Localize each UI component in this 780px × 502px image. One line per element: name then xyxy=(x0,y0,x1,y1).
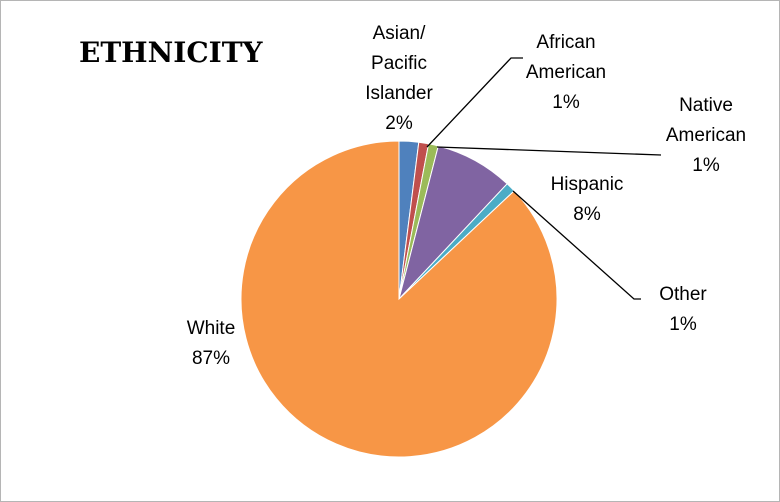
label-line: White xyxy=(187,318,236,339)
label-line: American xyxy=(526,62,606,83)
pie-slices xyxy=(240,140,558,458)
label-native-american: Native American 1% xyxy=(666,95,746,176)
label-hispanic: Hispanic 8% xyxy=(551,174,624,225)
label-value: 1% xyxy=(552,92,580,113)
label-value: 1% xyxy=(692,155,720,176)
label-line: Asian/ xyxy=(373,23,427,44)
label-value: 1% xyxy=(669,314,697,335)
label-white: White 87% xyxy=(187,318,236,369)
label-asian-pacific-islander: Asian/Pacific Islander 2% xyxy=(365,23,433,134)
label-line: Pacific xyxy=(371,53,427,74)
label-line: Other xyxy=(659,284,707,305)
label-line: African xyxy=(536,32,595,53)
label-value: 2% xyxy=(385,113,413,134)
leader-line-other xyxy=(512,190,641,300)
leader-lines xyxy=(426,57,662,300)
label-value: 8% xyxy=(573,204,601,225)
chart-title: ETHNICITY xyxy=(79,36,264,69)
label-line: Hispanic xyxy=(551,174,624,195)
label-line: Islander xyxy=(365,83,433,104)
slice-white xyxy=(240,140,558,458)
label-line: Native xyxy=(679,95,733,116)
label-other: Other 1% xyxy=(659,284,707,335)
label-african-american: African American 1% xyxy=(526,32,606,113)
label-line: American xyxy=(666,125,746,146)
leader-line-african-american xyxy=(426,57,523,148)
leader-line-native-american xyxy=(436,146,662,156)
label-value: 87% xyxy=(192,348,230,369)
data-labels: Asian/Pacific Islander 2% African American 1%… xyxy=(187,23,746,369)
